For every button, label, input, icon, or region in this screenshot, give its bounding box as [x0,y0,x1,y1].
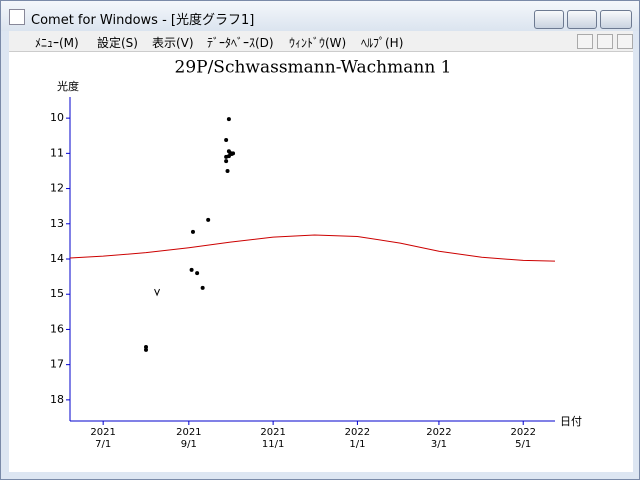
limit-marker [154,288,161,297]
y-tick-label: 14 [50,252,64,265]
trend-line [69,234,556,262]
menu-item[interactable]: ｳｨﾝﾄﾞｳ(W) [289,36,347,50]
minimize-button[interactable] [534,10,564,29]
data-point [189,267,194,272]
x-tick-label: 3/1 [431,439,447,450]
x-tick-label: 2022 [426,427,451,438]
data-point [226,117,231,122]
child-close[interactable] [617,34,633,49]
y-tick-label: 15 [50,287,64,300]
x-tick-label: 2021 [90,427,115,438]
data-point [224,159,229,164]
y-tick-label: 17 [50,358,64,371]
data-point [231,151,236,156]
child-minimize[interactable] [577,34,593,49]
child-restore[interactable] [597,34,613,49]
x-tick-label: 2022 [345,427,370,438]
data-point [200,285,205,290]
y-tick-label: 13 [50,217,64,230]
data-point [225,168,230,173]
y-tick-label: 12 [50,182,64,195]
y-axis-label: 光度 [57,79,79,93]
close-button[interactable] [600,10,632,29]
data-point [190,229,195,234]
data-point [224,137,229,142]
data-point [195,271,200,276]
menu-item[interactable]: ﾒﾆｭｰ(M) [35,36,79,50]
y-tick-label: 18 [50,393,64,406]
x-tick-label: 9/1 [181,439,197,450]
data-point [143,345,148,350]
menu-item[interactable]: ﾍﾙﾌﾟ(H) [361,36,404,50]
y-tick-label: 10 [50,111,64,124]
menu-item[interactable]: ﾃﾞｰﾀﾍﾞｰｽ(D) [207,36,274,50]
x-tick-label: 2022 [510,427,535,438]
menu-bar: ﾒﾆｭｰ(M) 設定(S) 表示(V) ﾃﾞｰﾀﾍﾞｰｽ(D) ｳｨﾝﾄﾞｳ(W… [9,31,633,52]
x-tick-label: 2021 [176,427,201,438]
x-tick-label: 11/1 [262,439,284,450]
window-title: Comet for Windows - [光度グラフ1] [31,13,255,28]
y-tick-label: 11 [50,146,64,159]
x-tick-label: 7/1 [95,439,111,450]
x-tick-label: 2021 [260,427,285,438]
x-tick-label: 1/1 [349,439,365,450]
data-point [226,154,231,159]
chart-area [9,52,633,472]
chart-title: 29P/Schwassmann-Wachmann 1 [175,58,452,78]
title-bar: Comet for Windows - [光度グラフ1] [1,1,639,31]
app-icon [9,9,25,25]
menu-item[interactable]: 設定(S) [97,36,138,50]
data-point [143,347,148,352]
y-tick-label: 16 [50,322,64,335]
data-point [206,217,211,222]
x-tick-label: 5/1 [515,439,531,450]
menu-item[interactable]: 表示(V) [152,36,194,50]
maximize-button[interactable] [567,10,597,29]
x-axis-label: 日付 [560,415,582,428]
